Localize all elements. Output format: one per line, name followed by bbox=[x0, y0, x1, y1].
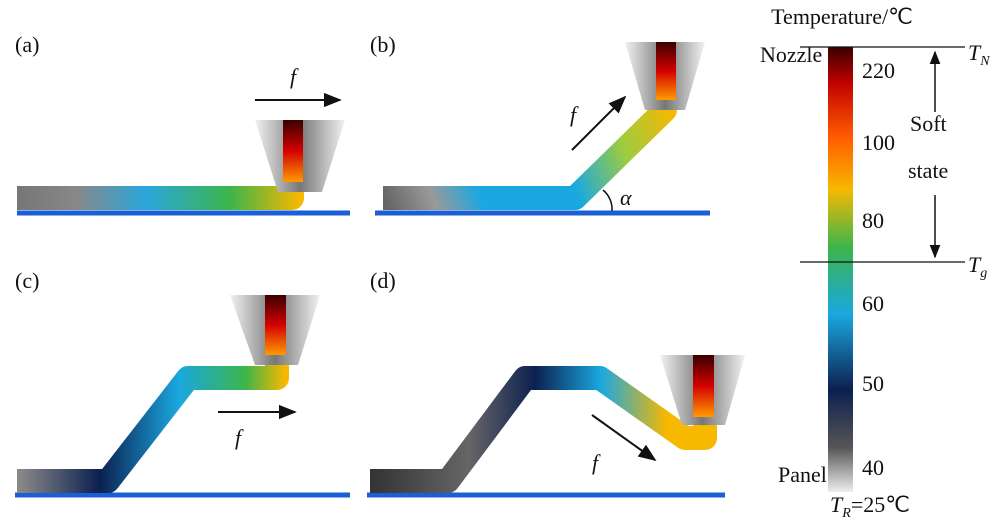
filament bbox=[17, 340, 277, 481]
colorbar-gradient bbox=[828, 47, 853, 492]
angle-arc bbox=[603, 190, 612, 211]
panel-label: (b) bbox=[370, 32, 396, 57]
nozzle-melt bbox=[656, 42, 676, 100]
colorbar-tick-label: 80 bbox=[862, 208, 884, 233]
panel-label: (d) bbox=[370, 268, 396, 293]
force-label: f bbox=[290, 64, 299, 89]
colorbar-tick-label: 220 bbox=[862, 58, 895, 83]
panel-label: (a) bbox=[15, 32, 39, 57]
nozzle-melt bbox=[693, 355, 714, 417]
colorbar-title: Temperature/℃ bbox=[771, 4, 913, 29]
panel-d: (d) f bbox=[367, 268, 745, 495]
soft-label: Soft bbox=[910, 111, 947, 136]
panel-label-text: Panel bbox=[778, 462, 827, 487]
force-label: f bbox=[592, 450, 601, 475]
colorbar: Temperature/℃ Nozzle Panel Soft state TN… bbox=[760, 4, 990, 521]
filament bbox=[17, 165, 292, 198]
t-n-label: TN bbox=[968, 40, 990, 69]
t-r-label: TR=25℃ bbox=[830, 492, 910, 521]
nozzle-melt bbox=[283, 120, 303, 182]
diagram: (a) f (b) f α (c) f (d) f bbox=[0, 0, 1006, 523]
colorbar-tick-label: 50 bbox=[862, 371, 884, 396]
t-r-rest: =25℃ bbox=[851, 492, 910, 517]
panel-b: (b) f α bbox=[370, 32, 710, 213]
colorbar-tick-label: 100 bbox=[862, 130, 895, 155]
t-g-sub: g bbox=[980, 266, 987, 281]
filament bbox=[370, 378, 705, 481]
nozzle-melt bbox=[265, 295, 286, 355]
state-label: state bbox=[908, 158, 948, 183]
filament bbox=[383, 85, 665, 198]
colorbar-ticks: 220 100 80 60 50 40 bbox=[862, 58, 895, 480]
colorbar-tick-label: 60 bbox=[862, 291, 884, 316]
nozzle-label: Nozzle bbox=[760, 42, 822, 67]
panel-a: (a) f bbox=[15, 32, 350, 213]
force-label: f bbox=[570, 102, 579, 127]
panel-label: (c) bbox=[15, 268, 39, 293]
panel-c: (c) f bbox=[15, 268, 350, 495]
t-n-sub: N bbox=[979, 54, 990, 69]
t-r-sub: R bbox=[841, 506, 851, 521]
colorbar-tick-label: 40 bbox=[862, 455, 884, 480]
force-label: f bbox=[235, 425, 244, 450]
angle-label: α bbox=[620, 185, 632, 210]
t-g-label: Tg bbox=[968, 252, 987, 281]
